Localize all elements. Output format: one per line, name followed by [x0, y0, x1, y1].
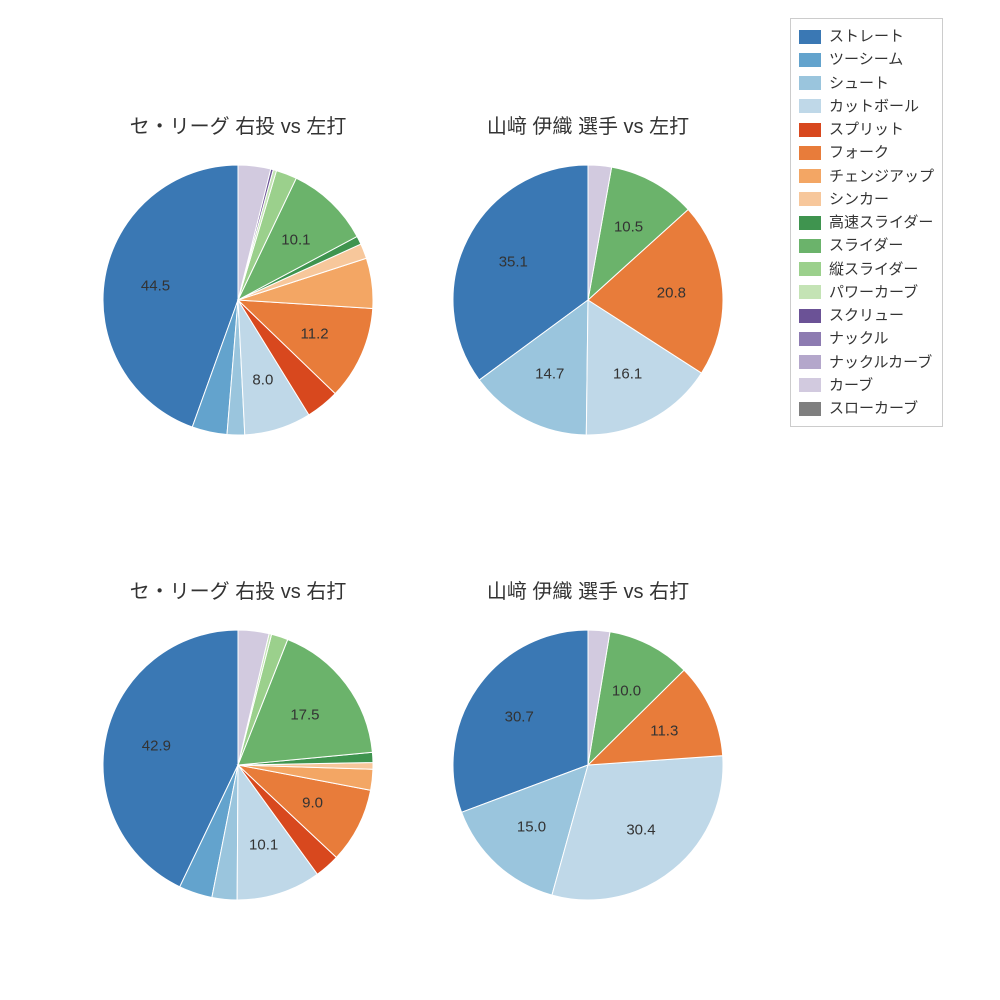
pie-chart — [451, 628, 725, 902]
legend-swatch — [799, 169, 821, 183]
chart-title: セ・リーグ 右投 vs 右打 — [78, 575, 398, 604]
legend-swatch — [799, 30, 821, 44]
legend-label: 縦スライダー — [829, 258, 918, 281]
legend-item: チェンジアップ — [799, 165, 934, 188]
legend-item: カットボール — [799, 95, 934, 118]
legend-item: ナックルカーブ — [799, 351, 934, 374]
pie-slice-label: 15.0 — [517, 818, 546, 835]
legend-swatch — [799, 216, 821, 230]
pie-slice-label: 44.5 — [141, 277, 170, 294]
legend-label: カーブ — [829, 374, 873, 397]
pie-svg — [451, 628, 725, 902]
legend-label: ナックルカーブ — [829, 351, 932, 374]
legend-label: シンカー — [829, 188, 889, 211]
legend-item: シュート — [799, 72, 934, 95]
legend-label: シュート — [829, 72, 889, 95]
pie-chart — [101, 163, 375, 437]
legend-swatch — [799, 76, 821, 90]
chart-title: 山﨑 伊織 選手 vs 右打 — [428, 575, 748, 604]
legend-label: フォーク — [829, 141, 889, 164]
legend-item: パワーカーブ — [799, 281, 934, 304]
legend-item: スクリュー — [799, 304, 934, 327]
pie-slice-label: 10.1 — [281, 231, 310, 248]
pie-slice-label: 30.4 — [626, 821, 655, 838]
pie-slice-label: 10.5 — [614, 218, 643, 235]
pie-slice-label: 11.2 — [301, 325, 329, 342]
legend-label: スライダー — [829, 234, 903, 257]
legend-label: スクリュー — [829, 304, 904, 327]
legend-label: チェンジアップ — [829, 165, 934, 188]
legend-label: ツーシーム — [829, 48, 903, 71]
legend-item: 縦スライダー — [799, 258, 934, 281]
legend-item: ナックル — [799, 327, 934, 350]
legend-swatch — [799, 146, 821, 160]
pie-slice-label: 16.1 — [613, 365, 642, 382]
chart-title: セ・リーグ 右投 vs 左打 — [78, 110, 398, 139]
legend-label: ナックル — [829, 327, 889, 350]
legend-label: カットボール — [829, 95, 919, 118]
pie-slice-label: 9.0 — [302, 794, 323, 811]
pie-slice-label: 8.0 — [252, 371, 273, 388]
legend-item: シンカー — [799, 188, 934, 211]
pie-slice-label: 42.9 — [142, 738, 171, 755]
pie-slice-label: 10.0 — [612, 682, 641, 699]
legend-item: ツーシーム — [799, 48, 934, 71]
legend-item: スプリット — [799, 118, 934, 141]
pie-slice-label: 30.7 — [505, 709, 534, 726]
legend-label: ストレート — [829, 25, 904, 48]
legend-label: 高速スライダー — [829, 211, 933, 234]
pie-svg — [101, 163, 375, 437]
pie-slice-label: 10.1 — [249, 836, 278, 853]
legend-swatch — [799, 53, 821, 67]
pie-chart — [101, 628, 375, 902]
legend-swatch — [799, 239, 821, 253]
legend-item: ストレート — [799, 25, 934, 48]
legend: ストレートツーシームシュートカットボールスプリットフォークチェンジアップシンカー… — [790, 18, 943, 427]
legend-item: スローカーブ — [799, 397, 934, 420]
chart-title: 山﨑 伊織 選手 vs 左打 — [428, 110, 748, 139]
legend-swatch — [799, 402, 821, 416]
legend-swatch — [799, 355, 821, 369]
legend-swatch — [799, 192, 821, 206]
pie-slice-label: 14.7 — [535, 366, 564, 383]
legend-item: フォーク — [799, 141, 934, 164]
legend-swatch — [799, 99, 821, 113]
chart-grid: ストレートツーシームシュートカットボールスプリットフォークチェンジアップシンカー… — [0, 0, 1000, 1000]
legend-swatch — [799, 262, 821, 276]
legend-swatch — [799, 123, 821, 137]
pie-slice-label: 20.8 — [657, 285, 686, 302]
legend-item: スライダー — [799, 234, 934, 257]
legend-label: パワーカーブ — [829, 281, 918, 304]
legend-item: 高速スライダー — [799, 211, 934, 234]
legend-swatch — [799, 285, 821, 299]
legend-swatch — [799, 332, 821, 346]
pie-svg — [101, 628, 375, 902]
legend-item: カーブ — [799, 374, 934, 397]
pie-slice-label: 11.3 — [650, 722, 678, 739]
pie-slice-label: 17.5 — [290, 706, 319, 723]
legend-label: スローカーブ — [829, 397, 918, 420]
legend-swatch — [799, 378, 821, 392]
legend-label: スプリット — [829, 118, 904, 141]
legend-swatch — [799, 309, 821, 323]
pie-slice-label: 35.1 — [499, 254, 528, 271]
